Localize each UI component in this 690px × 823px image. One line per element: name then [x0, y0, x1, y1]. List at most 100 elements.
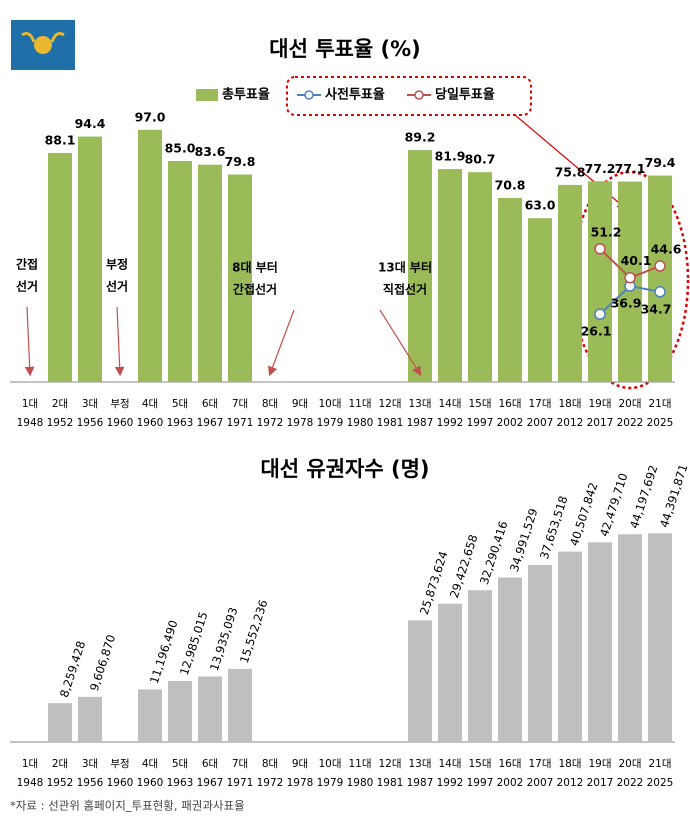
value-label: 32,290,416	[477, 519, 511, 586]
legend-label: 사전투표율	[325, 87, 385, 103]
bar	[78, 136, 102, 382]
x-year-label: 1952	[47, 777, 74, 789]
value-label: 29,422,658	[447, 533, 481, 600]
x-year-label: 1956	[77, 777, 104, 789]
x-tick-label: 2대	[52, 398, 68, 410]
x-year-label: 1960	[107, 417, 134, 429]
x-tick-label: 16대	[498, 758, 521, 770]
x-year-label: 1971	[227, 777, 254, 789]
x-year-label: 1952	[47, 417, 74, 429]
x-tick-label: 13대	[408, 758, 431, 770]
x-tick-label: 6대	[202, 758, 218, 770]
x-tick-label: 7대	[232, 758, 248, 770]
value-label: 9,606,870	[87, 633, 118, 693]
chart-title: 대선 유권자수 (명)	[260, 457, 429, 481]
x-year-label: 1971	[227, 417, 254, 429]
x-year-label: 1980	[347, 777, 374, 789]
bar	[198, 164, 222, 382]
x-year-label: 2012	[557, 417, 584, 429]
x-tick-label: 2대	[52, 758, 68, 770]
value-label: 83.6	[195, 144, 226, 159]
value-label: 79.8	[225, 154, 256, 169]
annotation: 간접	[16, 257, 38, 272]
x-tick-label: 19대	[588, 758, 611, 770]
value-label: 15,552,236	[237, 598, 271, 665]
annotation: 간접선거	[233, 282, 277, 297]
value-label: 89.2	[405, 130, 436, 145]
x-year-label: 1987	[407, 417, 434, 429]
bar	[168, 161, 192, 382]
x-tick-label: 12대	[378, 758, 401, 770]
line-marker	[624, 271, 636, 284]
x-tick-label: 11대	[348, 758, 371, 770]
bar	[438, 603, 462, 742]
bar	[408, 620, 432, 742]
x-tick-label: 14대	[438, 758, 461, 770]
value-label: 13,935,093	[207, 606, 241, 673]
annotation-arrow	[268, 309, 295, 377]
value-label: 12,985,015	[177, 610, 211, 677]
x-tick-label: 7대	[232, 398, 248, 410]
bar	[78, 696, 102, 742]
legend-swatch	[304, 90, 314, 100]
x-tick-label: 16대	[498, 398, 521, 410]
bar	[48, 152, 72, 382]
x-tick-label: 8대	[262, 758, 278, 770]
line-marker	[654, 260, 666, 272]
x-year-label: 1978	[287, 417, 314, 429]
bar	[648, 175, 672, 382]
value-label: 44,197,692	[627, 463, 661, 530]
annotation: 직접선거	[383, 282, 427, 297]
bar	[228, 668, 252, 742]
x-tick-label: 17대	[528, 398, 551, 410]
value-label: 80.7	[465, 152, 496, 167]
bar	[468, 172, 492, 382]
bar	[438, 169, 462, 382]
bar	[498, 197, 522, 382]
x-tick-label: 5대	[172, 398, 188, 410]
value-label: 44,391,871	[657, 462, 690, 529]
value-label: 36.9	[611, 296, 642, 311]
value-label: 26.1	[581, 324, 612, 339]
value-label: 77.1	[615, 161, 646, 176]
x-tick-label: 21대	[648, 398, 671, 410]
value-label: 34,991,529	[507, 507, 541, 574]
value-label: 51.2	[591, 224, 622, 239]
x-year-label: 1997	[467, 417, 494, 429]
x-year-label: 2022	[617, 777, 644, 789]
bar	[528, 218, 552, 382]
bar	[558, 184, 582, 382]
x-year-label: 1992	[437, 777, 464, 789]
value-label: 40,507,842	[567, 481, 601, 548]
annotation: 부정	[106, 257, 128, 272]
x-tick-label: 21대	[648, 758, 671, 770]
bar	[588, 181, 612, 382]
line-marker	[654, 286, 666, 298]
value-label: 34.7	[641, 301, 672, 316]
x-year-label: 1948	[17, 777, 44, 789]
x-tick-label: 13대	[408, 398, 431, 410]
x-tick-label: 8대	[262, 398, 278, 410]
legend-label: 당일투표율	[435, 87, 495, 103]
x-year-label: 2025	[647, 777, 674, 789]
x-year-label: 1967	[197, 417, 224, 429]
x-tick-label: 12대	[378, 398, 401, 410]
bar	[228, 174, 252, 382]
annotation-arrow	[24, 306, 35, 377]
x-tick-label: 18대	[558, 398, 581, 410]
annotation-arrow	[114, 306, 125, 377]
bar	[618, 534, 642, 742]
x-year-label: 2022	[617, 417, 644, 429]
x-year-label: 1979	[317, 777, 344, 789]
value-label: 75.8	[555, 164, 586, 179]
value-label: 44.6	[651, 242, 682, 257]
bar	[138, 129, 162, 382]
x-year-label: 1987	[407, 777, 434, 789]
x-year-label: 1972	[257, 417, 284, 429]
x-year-label: 1960	[107, 777, 134, 789]
x-year-label: 1981	[377, 777, 404, 789]
x-year-label: 1963	[167, 417, 194, 429]
value-label: 88.1	[45, 132, 76, 147]
bar	[48, 703, 72, 742]
